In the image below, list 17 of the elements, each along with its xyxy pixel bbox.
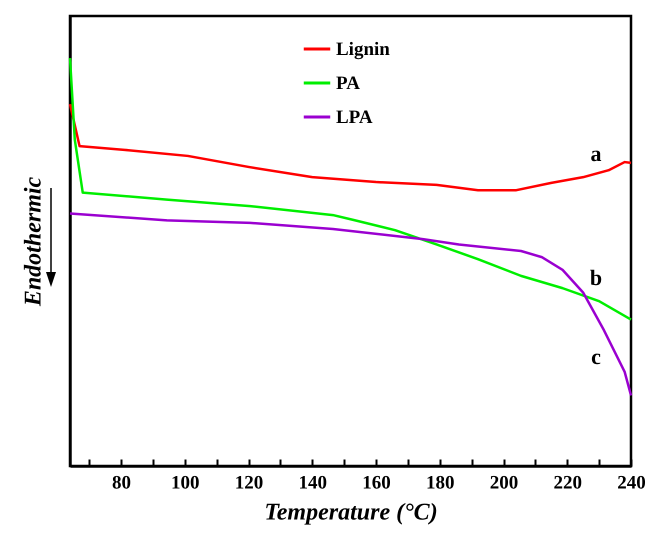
legend-label: LPA [336,107,373,128]
annotation: c [591,344,602,369]
x-tick-label: 80 [112,472,131,494]
legend-label: Lignin [336,39,390,60]
x-tick-label: 100 [171,472,200,494]
x-tick-label: 120 [234,472,264,494]
x-tick-label: 180 [426,472,454,494]
x-tick-label: 160 [362,472,391,494]
legend-label: PA [336,73,360,94]
x-tick-label: 240 [617,472,646,494]
annotation: b [590,265,602,290]
x-axis-title: Temperature (°C) [264,500,438,526]
x-tick-label: 220 [554,472,582,494]
y-axis-title: Endothermic [20,176,46,308]
x-tick-label: 140 [298,472,327,494]
x-tick-label: 200 [490,472,518,494]
annotation: a [590,141,602,166]
